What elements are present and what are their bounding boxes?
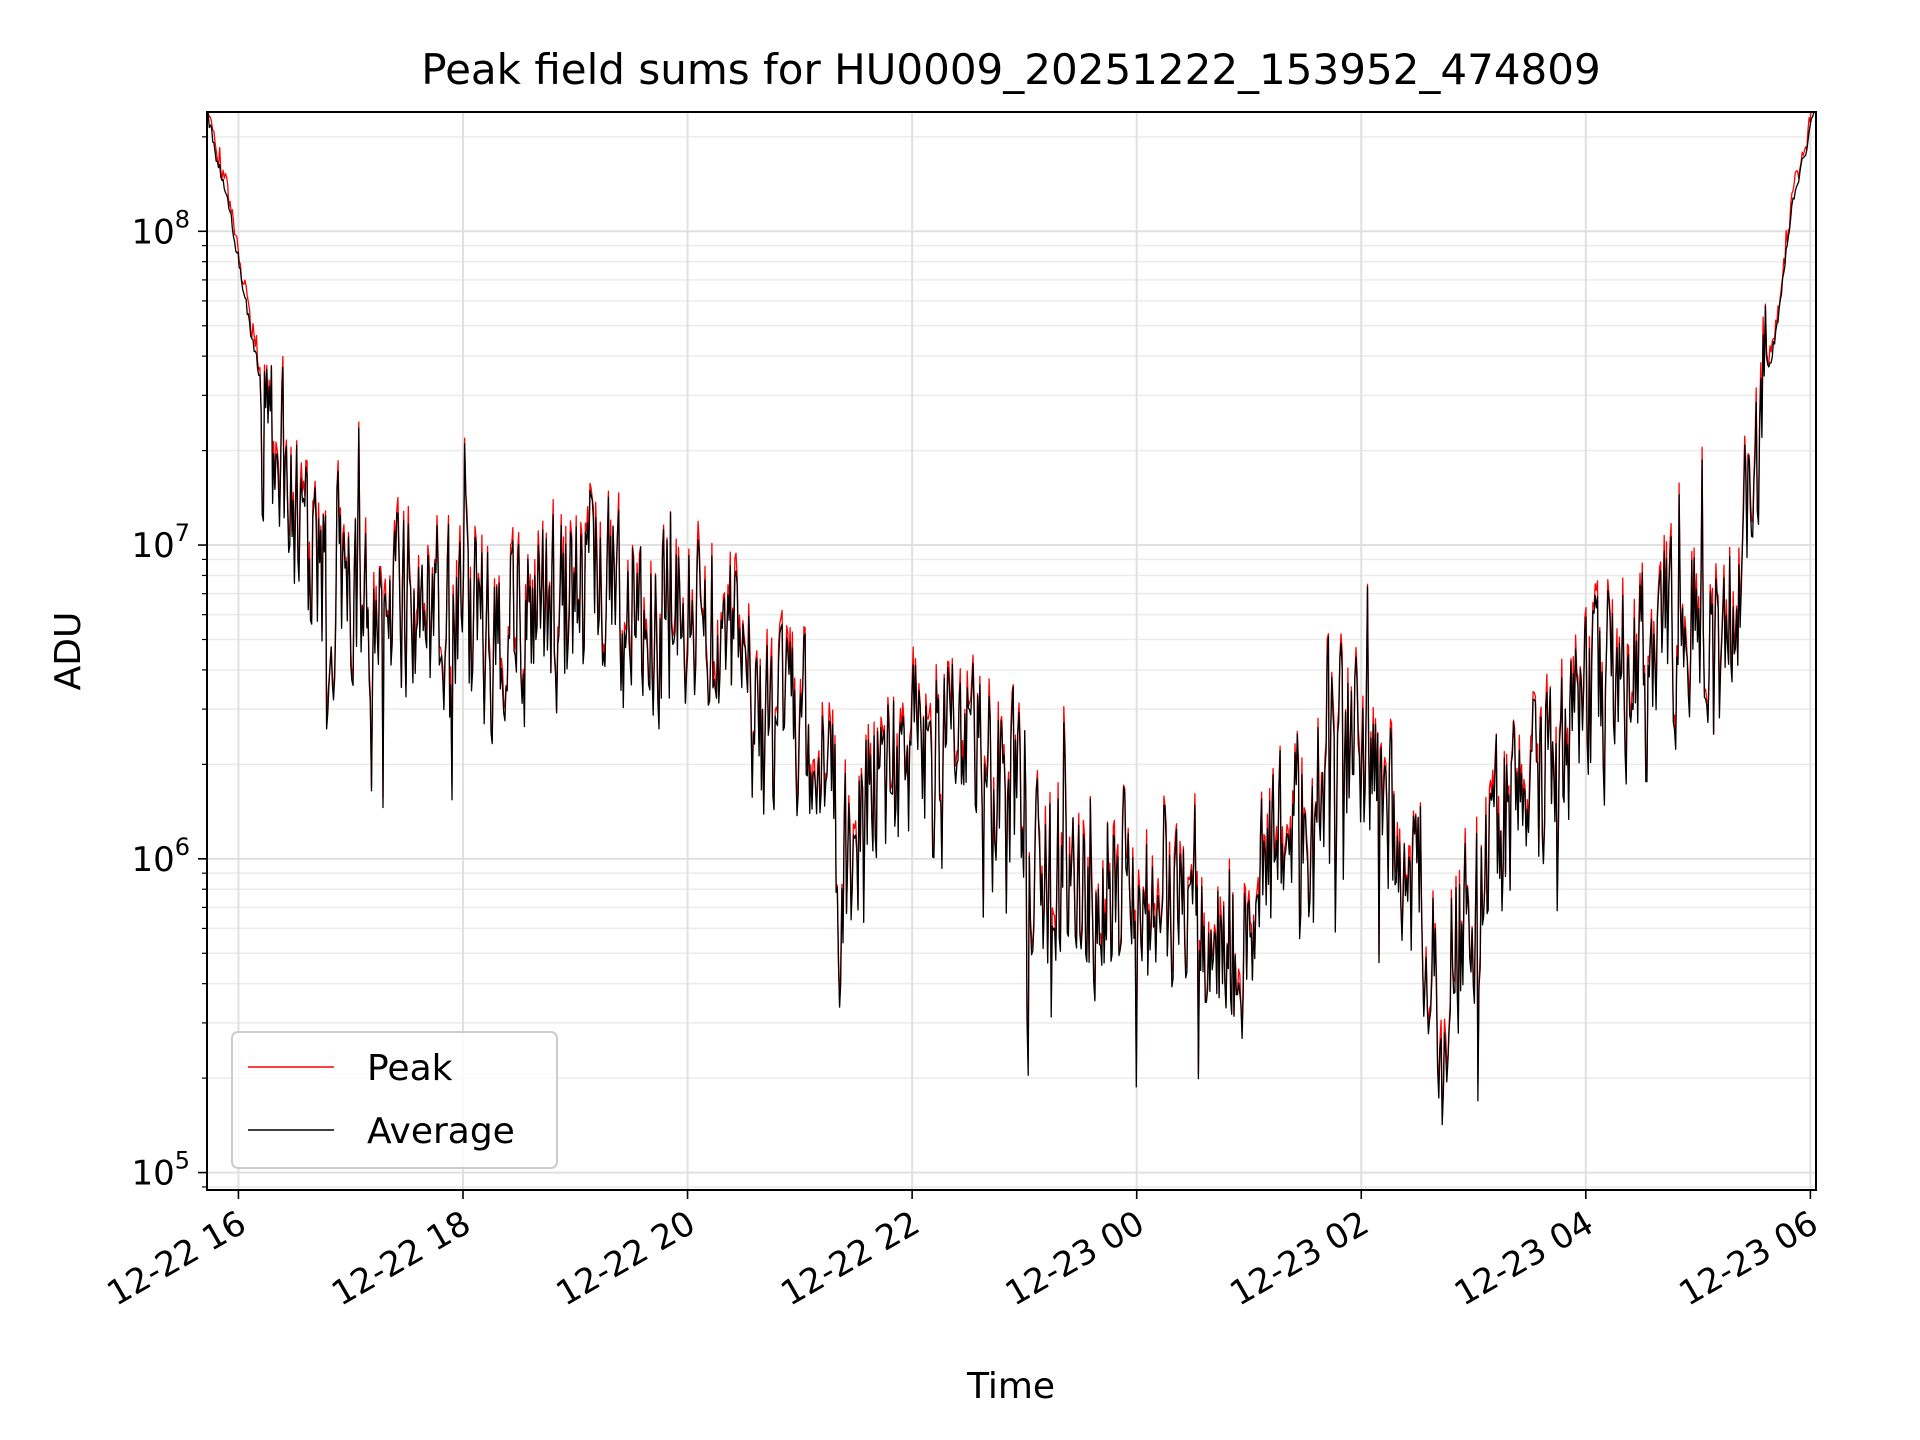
y-axis-label: ADU xyxy=(48,612,89,691)
grid xyxy=(207,112,1816,1190)
y-axis: 105 106 107 108 xyxy=(131,136,207,1194)
x-axis: 12-22 16 12-22 18 12-22 20 12-22 22 12-23 00… xyxy=(101,1190,1825,1314)
y-tick-label: 108 xyxy=(131,205,190,252)
legend-label-peak: Peak xyxy=(367,1048,453,1089)
legend-label-average: Average xyxy=(367,1111,515,1152)
plot-area xyxy=(207,112,1816,1126)
series-line-peak xyxy=(207,112,1812,1118)
x-axis-label: Time xyxy=(966,1366,1055,1407)
x-tick-label: 12-22 22 xyxy=(774,1203,926,1314)
legend: Peak Average xyxy=(231,1031,558,1169)
x-tick-label: 12-22 16 xyxy=(101,1203,253,1314)
plot-frame xyxy=(206,111,1817,1191)
series-line-average xyxy=(207,112,1816,1126)
x-tick-label: 12-23 04 xyxy=(1448,1203,1600,1314)
x-tick-label: 12-23 02 xyxy=(1223,1203,1375,1314)
x-tick-label: 12-22 18 xyxy=(325,1203,477,1314)
y-tick-label: 105 xyxy=(131,1147,190,1194)
y-tick-label: 106 xyxy=(131,833,190,880)
legend-box xyxy=(231,1031,558,1169)
x-tick-label: 12-23 06 xyxy=(1672,1203,1824,1314)
chart-title: Peak field sums for HU0009_20251222_1539… xyxy=(421,45,1600,94)
x-tick-label: 12-22 20 xyxy=(550,1203,702,1314)
y-tick-label: 107 xyxy=(131,519,190,566)
x-tick-label: 12-23 00 xyxy=(999,1203,1151,1314)
